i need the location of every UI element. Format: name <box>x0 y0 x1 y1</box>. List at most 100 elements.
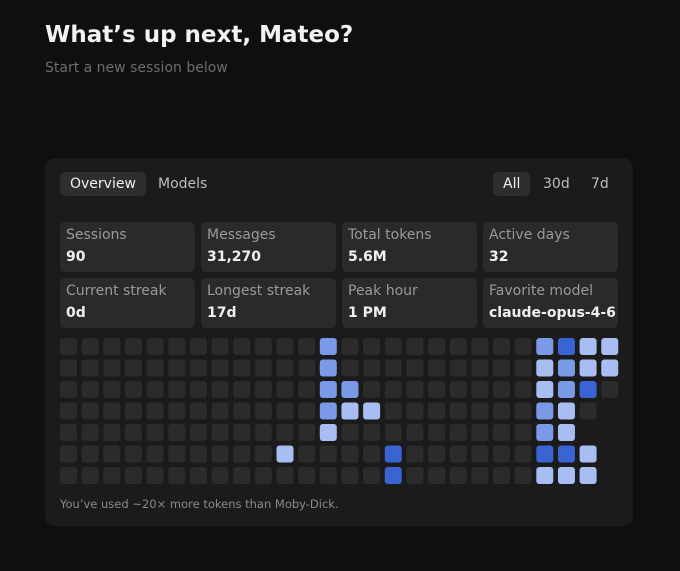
heatmap-cell <box>406 445 424 463</box>
heatmap-cell <box>233 424 251 441</box>
heatmap-cell <box>81 445 99 463</box>
heatmap-cell <box>384 424 402 441</box>
stat-value: 17d <box>207 305 237 321</box>
heatmap-cell <box>363 467 381 484</box>
heatmap-cell <box>81 338 99 355</box>
range-tab[interactable]: All <box>493 172 531 196</box>
heatmap-cell <box>536 402 554 420</box>
heatmap-cell <box>341 445 359 463</box>
heatmap-cell <box>384 338 402 355</box>
heatmap-cell <box>146 467 164 484</box>
heatmap-cell <box>189 445 207 463</box>
stat-label: Peak hour <box>348 283 418 299</box>
heatmap-cell <box>103 359 121 377</box>
heatmap-cell <box>233 381 251 398</box>
heatmap-cell <box>471 381 489 398</box>
heatmap-cell <box>514 445 532 463</box>
heatmap-cell <box>493 445 510 463</box>
title: What’s up next, Mateo? <box>45 22 354 48</box>
heatmap-cell <box>557 424 575 441</box>
heatmap-cell <box>341 402 359 420</box>
heatmap-cell <box>124 402 142 420</box>
heatmap-cell <box>471 359 489 377</box>
heatmap-cell <box>211 381 229 398</box>
heatmap-cell <box>211 359 229 377</box>
heatmap-cell <box>428 402 446 420</box>
heatmap-cell <box>384 445 402 463</box>
heatmap-cell <box>363 359 381 377</box>
heatmap-cell <box>319 402 337 420</box>
heatmap-cell <box>211 338 229 355</box>
heatmap-cell <box>319 445 337 463</box>
heatmap-cell <box>276 402 294 420</box>
heatmap-cell <box>363 445 381 463</box>
heatmap-cell <box>146 445 164 463</box>
heatmap-cell <box>81 402 99 420</box>
heatmap-cell <box>514 359 532 377</box>
tab[interactable]: Models <box>158 176 208 192</box>
heatmap-cell <box>536 381 554 398</box>
heatmap-cell <box>276 359 294 377</box>
heatmap-cell <box>254 467 272 484</box>
heatmap-cell <box>471 445 489 463</box>
heatmap-cell <box>298 381 316 398</box>
heatmap-cell <box>536 467 554 484</box>
heatmap-cell <box>341 359 359 377</box>
stat-label: Sessions <box>66 227 127 243</box>
heatmap-cell <box>319 381 337 398</box>
heatmap-cell <box>557 359 575 377</box>
heatmap-cell <box>406 381 424 398</box>
heatmap-cell <box>124 338 142 355</box>
heatmap-cell <box>168 467 186 484</box>
heatmap-cell <box>384 381 402 398</box>
heatmap-cell <box>406 424 424 441</box>
heatmap-cell <box>601 338 619 355</box>
heatmap-cell <box>168 445 186 463</box>
heatmap-cell <box>449 359 467 377</box>
heatmap-cell <box>276 424 294 441</box>
heatmap-cell <box>557 445 575 463</box>
stat-value: 90 <box>66 249 86 265</box>
heatmap-cell <box>60 359 77 377</box>
stat-card: Favorite model claude-opus-4-6 <box>483 278 618 328</box>
stat-card: Active days 32 <box>483 222 618 272</box>
heatmap-cell <box>298 424 316 441</box>
heatmap-cell <box>363 424 381 441</box>
range-tab[interactable]: 7d <box>591 176 609 192</box>
tab[interactable]: Overview <box>60 172 146 196</box>
heatmap-cell <box>428 338 446 355</box>
heatmap-cell <box>341 338 359 355</box>
heatmap-cell <box>233 338 251 355</box>
stat-card: Current streak 0d <box>60 278 195 328</box>
heatmap-cell <box>60 381 77 398</box>
heatmap-cell <box>471 424 489 441</box>
heatmap-cell <box>211 424 229 441</box>
heatmap-cell <box>514 467 532 484</box>
heatmap-cell <box>103 424 121 441</box>
heatmap-cell <box>341 424 359 441</box>
stat-card: Longest streak 17d <box>201 278 336 328</box>
heatmap-cell <box>536 445 554 463</box>
heatmap-cell <box>233 402 251 420</box>
heatmap-cell <box>254 402 272 420</box>
heatmap-cell <box>449 402 467 420</box>
heatmap-cell <box>471 402 489 420</box>
heatmap-cell <box>579 445 597 463</box>
heatmap-cell <box>493 467 510 484</box>
heatmap-cell <box>146 338 164 355</box>
range-tab[interactable]: 30d <box>543 176 570 192</box>
heatmap-cell <box>124 467 142 484</box>
heatmap-cell <box>276 467 294 484</box>
heatmap-cell <box>579 402 597 420</box>
heatmap-cell <box>493 381 510 398</box>
heatmap-cell <box>168 424 186 441</box>
heatmap-cell <box>514 424 532 441</box>
heatmap-cell <box>254 381 272 398</box>
heatmap-cell <box>189 338 207 355</box>
heatmap-cell <box>168 359 186 377</box>
heatmap-cell <box>493 424 510 441</box>
heatmap-cell <box>146 424 164 441</box>
heatmap-cell <box>254 445 272 463</box>
heatmap <box>60 338 619 484</box>
heatmap-cell <box>406 402 424 420</box>
